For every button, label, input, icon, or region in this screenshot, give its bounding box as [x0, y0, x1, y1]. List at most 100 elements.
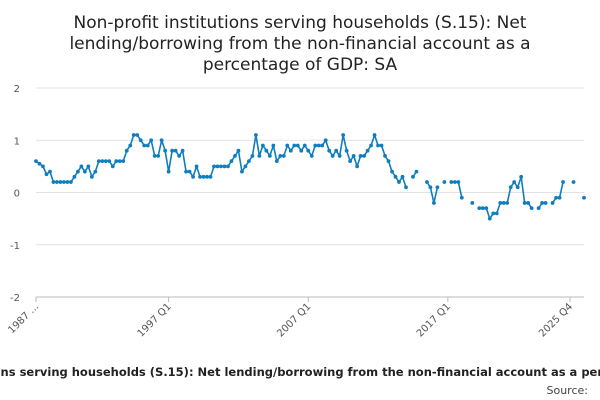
- data-point[interactable]: [487, 216, 492, 221]
- data-point[interactable]: [121, 159, 126, 164]
- data-point[interactable]: [491, 211, 496, 216]
- data-point[interactable]: [152, 154, 157, 158]
- data-point[interactable]: [260, 143, 265, 148]
- data-point[interactable]: [58, 180, 63, 184]
- data-point[interactable]: [456, 180, 461, 184]
- data-point[interactable]: [519, 174, 524, 179]
- data-point[interactable]: [145, 143, 150, 148]
- data-point[interactable]: [309, 154, 314, 158]
- data-point[interactable]: [306, 148, 311, 153]
- data-point[interactable]: [247, 159, 251, 164]
- data-point[interactable]: [110, 164, 115, 169]
- data-point[interactable]: [142, 143, 147, 148]
- data-point[interactable]: [480, 206, 485, 211]
- data-point[interactable]: [34, 159, 38, 164]
- data-point[interactable]: [428, 185, 433, 190]
- data-point[interactable]: [215, 164, 220, 169]
- data-point[interactable]: [376, 143, 380, 148]
- data-point[interactable]: [281, 154, 286, 158]
- data-point[interactable]: [226, 164, 230, 169]
- data-point[interactable]: [103, 159, 108, 164]
- data-point[interactable]: [571, 180, 576, 184]
- data-point[interactable]: [341, 133, 346, 137]
- data-point[interactable]: [233, 154, 237, 158]
- data-point[interactable]: [299, 148, 304, 153]
- data-point[interactable]: [316, 143, 321, 148]
- data-point[interactable]: [404, 185, 408, 190]
- data-point[interactable]: [386, 159, 391, 164]
- data-point[interactable]: [149, 138, 154, 143]
- data-point[interactable]: [414, 169, 419, 174]
- data-point[interactable]: [212, 164, 216, 169]
- data-point[interactable]: [313, 143, 318, 148]
- data-point[interactable]: [292, 143, 297, 148]
- data-point[interactable]: [159, 138, 164, 143]
- data-point[interactable]: [323, 138, 328, 143]
- data-point[interactable]: [302, 143, 307, 148]
- data-point[interactable]: [561, 180, 565, 184]
- data-point[interactable]: [69, 180, 73, 184]
- data-point[interactable]: [543, 201, 548, 205]
- data-point[interactable]: [243, 164, 248, 169]
- data-point[interactable]: [379, 143, 384, 148]
- data-point[interactable]: [128, 143, 133, 148]
- data-point[interactable]: [554, 195, 558, 200]
- data-point[interactable]: [369, 143, 373, 148]
- data-point[interactable]: [222, 164, 227, 169]
- data-point[interactable]: [48, 169, 52, 174]
- data-point[interactable]: [267, 154, 272, 158]
- data-point[interactable]: [390, 169, 394, 174]
- data-point[interactable]: [515, 185, 520, 190]
- data-point[interactable]: [82, 169, 87, 174]
- data-point[interactable]: [508, 185, 513, 190]
- data-point[interactable]: [362, 154, 366, 158]
- data-point[interactable]: [278, 154, 283, 158]
- data-point[interactable]: [365, 148, 370, 153]
- data-point[interactable]: [477, 206, 482, 211]
- data-point[interactable]: [295, 143, 300, 148]
- data-point[interactable]: [484, 206, 489, 211]
- data-point[interactable]: [512, 180, 517, 184]
- data-point[interactable]: [393, 174, 398, 179]
- data-point[interactable]: [240, 169, 244, 174]
- data-point[interactable]: [41, 164, 45, 169]
- data-point[interactable]: [62, 180, 66, 184]
- data-point[interactable]: [51, 180, 56, 184]
- data-point[interactable]: [550, 201, 555, 205]
- data-point[interactable]: [449, 180, 454, 184]
- data-point[interactable]: [327, 148, 332, 153]
- data-point[interactable]: [271, 143, 276, 148]
- data-point[interactable]: [208, 174, 213, 179]
- data-point[interactable]: [337, 154, 342, 158]
- data-point[interactable]: [442, 180, 447, 184]
- data-point[interactable]: [459, 195, 464, 200]
- data-point[interactable]: [494, 211, 499, 216]
- data-point[interactable]: [194, 164, 199, 169]
- data-point[interactable]: [264, 148, 269, 153]
- data-point[interactable]: [411, 174, 415, 179]
- data-point[interactable]: [198, 174, 202, 179]
- data-point[interactable]: [536, 206, 541, 211]
- data-point[interactable]: [358, 154, 363, 158]
- data-point[interactable]: [75, 169, 80, 174]
- data-point[interactable]: [425, 180, 429, 184]
- data-point[interactable]: [135, 133, 140, 137]
- data-point[interactable]: [37, 161, 42, 166]
- data-point[interactable]: [173, 148, 178, 153]
- data-point[interactable]: [138, 138, 143, 143]
- data-point[interactable]: [348, 159, 353, 164]
- data-point[interactable]: [177, 154, 182, 158]
- data-point[interactable]: [330, 154, 335, 158]
- data-point[interactable]: [257, 154, 262, 158]
- data-point[interactable]: [435, 185, 440, 190]
- data-point[interactable]: [65, 180, 70, 184]
- data-point[interactable]: [114, 159, 119, 164]
- data-point[interactable]: [351, 154, 356, 158]
- data-point[interactable]: [166, 169, 171, 174]
- data-point[interactable]: [529, 206, 534, 211]
- data-point[interactable]: [274, 159, 279, 164]
- data-point[interactable]: [205, 174, 209, 179]
- data-point[interactable]: [44, 172, 49, 177]
- data-point[interactable]: [55, 180, 59, 184]
- data-point[interactable]: [320, 143, 325, 148]
